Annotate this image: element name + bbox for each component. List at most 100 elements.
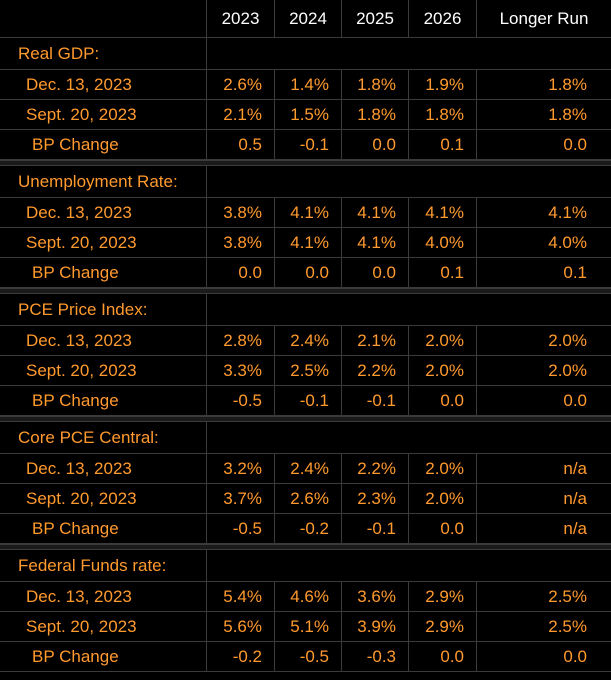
row-label: BP Change (0, 642, 207, 672)
value-cell: 0.0 (477, 386, 611, 416)
value-cell: 0.1 (477, 258, 611, 288)
value-cell: 0.0 (477, 130, 611, 160)
table-row: Sept. 20, 2023 5.6% 5.1% 3.9% 2.9% 2.5% (0, 612, 611, 642)
value-cell: 3.3% (207, 356, 275, 386)
value-cell: 0.0 (409, 386, 477, 416)
value-cell: 4.1% (342, 228, 409, 258)
value-cell: 0.0 (409, 642, 477, 672)
value-cell: 3.9% (342, 612, 409, 642)
value-cell: 1.5% (275, 100, 342, 130)
column-header: 2024 (275, 0, 342, 38)
column-header: Longer Run (477, 0, 611, 38)
value-cell: -0.2 (275, 514, 342, 544)
value-cell: 1.8% (477, 70, 611, 100)
value-cell: 2.1% (342, 326, 409, 356)
section-divider (0, 544, 611, 550)
header-row: 2023 2024 2025 2026 Longer Run (0, 0, 611, 38)
section-title: Core PCE Central: (0, 422, 207, 454)
row-label: Dec. 13, 2023 (0, 454, 207, 484)
row-label: Sept. 20, 2023 (0, 484, 207, 514)
value-cell: 2.4% (275, 454, 342, 484)
value-cell: 4.0% (477, 228, 611, 258)
value-cell: 0.0 (342, 130, 409, 160)
section-divider (0, 416, 611, 422)
section-header-row: Unemployment Rate: (0, 166, 611, 198)
value-cell: 2.5% (477, 582, 611, 612)
section-filler (207, 422, 611, 454)
value-cell: 4.1% (275, 198, 342, 228)
column-header: 2025 (342, 0, 409, 38)
value-cell: 4.1% (477, 198, 611, 228)
value-cell: 2.3% (342, 484, 409, 514)
section-title: Unemployment Rate: (0, 166, 207, 198)
value-cell: 4.6% (275, 582, 342, 612)
value-cell: 4.1% (409, 198, 477, 228)
value-cell: 5.4% (207, 582, 275, 612)
row-label: Dec. 13, 2023 (0, 70, 207, 100)
value-cell: 2.2% (342, 454, 409, 484)
section-header-row: Core PCE Central: (0, 422, 611, 454)
value-cell: 2.9% (409, 582, 477, 612)
section-divider (0, 160, 611, 166)
table-row: Sept. 20, 2023 3.7% 2.6% 2.3% 2.0% n/a (0, 484, 611, 514)
table-row: BP Change -0.5 -0.1 -0.1 0.0 0.0 (0, 386, 611, 416)
value-cell: 3.8% (207, 228, 275, 258)
value-cell: 4.0% (409, 228, 477, 258)
row-label: Sept. 20, 2023 (0, 100, 207, 130)
value-cell: 2.0% (477, 326, 611, 356)
value-cell: 2.0% (477, 356, 611, 386)
value-cell: 0.0 (207, 258, 275, 288)
section-filler (207, 294, 611, 326)
value-cell: 5.1% (275, 612, 342, 642)
value-cell: 3.8% (207, 198, 275, 228)
section-filler (207, 550, 611, 582)
value-cell: 2.1% (207, 100, 275, 130)
value-cell: -0.1 (342, 514, 409, 544)
section-filler (207, 38, 611, 70)
table-row: Dec. 13, 2023 5.4% 4.6% 3.6% 2.9% 2.5% (0, 582, 611, 612)
row-label: Sept. 20, 2023 (0, 612, 207, 642)
table-row: BP Change 0.0 0.0 0.0 0.1 0.1 (0, 258, 611, 288)
value-cell: 0.0 (409, 514, 477, 544)
value-cell: -0.1 (342, 386, 409, 416)
section-title: Federal Funds rate: (0, 550, 207, 582)
value-cell: 2.5% (477, 612, 611, 642)
value-cell: 0.1 (409, 130, 477, 160)
value-cell: 1.8% (342, 100, 409, 130)
value-cell: 2.5% (275, 356, 342, 386)
section-title: PCE Price Index: (0, 294, 207, 326)
value-cell: -0.5 (207, 514, 275, 544)
value-cell: 5.6% (207, 612, 275, 642)
value-cell: n/a (477, 454, 611, 484)
value-cell: 3.6% (342, 582, 409, 612)
table-row: BP Change -0.2 -0.5 -0.3 0.0 0.0 (0, 642, 611, 672)
value-cell: 2.0% (409, 484, 477, 514)
value-cell: 1.8% (409, 100, 477, 130)
value-cell: 0.0 (477, 642, 611, 672)
table-row: Sept. 20, 2023 3.3% 2.5% 2.2% 2.0% 2.0% (0, 356, 611, 386)
value-cell: 2.2% (342, 356, 409, 386)
value-cell: n/a (477, 484, 611, 514)
value-cell: 1.9% (409, 70, 477, 100)
table-row: Dec. 13, 2023 2.8% 2.4% 2.1% 2.0% 2.0% (0, 326, 611, 356)
row-label: Sept. 20, 2023 (0, 356, 207, 386)
column-header: 2026 (409, 0, 477, 38)
table-row: Dec. 13, 2023 3.2% 2.4% 2.2% 2.0% n/a (0, 454, 611, 484)
value-cell: -0.3 (342, 642, 409, 672)
value-cell: 0.5 (207, 130, 275, 160)
row-label: Dec. 13, 2023 (0, 198, 207, 228)
section-title: Real GDP: (0, 38, 207, 70)
value-cell: -0.1 (275, 386, 342, 416)
column-header: 2023 (207, 0, 275, 38)
value-cell: -0.2 (207, 642, 275, 672)
table-row: Sept. 20, 2023 2.1% 1.5% 1.8% 1.8% 1.8% (0, 100, 611, 130)
section-header-row: Real GDP: (0, 38, 611, 70)
value-cell: -0.5 (275, 642, 342, 672)
section-header-row: Federal Funds rate: (0, 550, 611, 582)
value-cell: 1.8% (477, 100, 611, 130)
value-cell: 0.0 (342, 258, 409, 288)
value-cell: 2.0% (409, 326, 477, 356)
value-cell: 3.7% (207, 484, 275, 514)
value-cell: 2.9% (409, 612, 477, 642)
